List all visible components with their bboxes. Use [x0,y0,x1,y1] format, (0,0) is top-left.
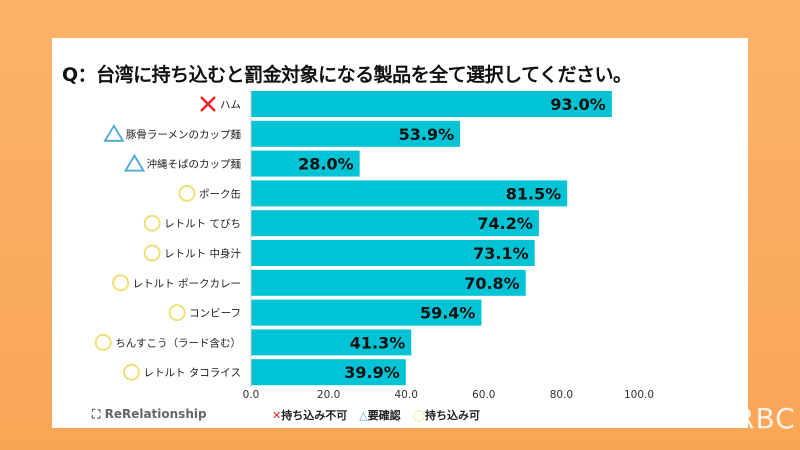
chart-title: Q：台湾に持ち込むと罰金対象になる製品を全て選択してください。 [62,64,632,86]
brand-icon: ⛶ [92,407,105,421]
category-label: コンビーフ [189,308,241,320]
data-label: 28.0% [298,155,354,174]
category-label: ポーク缶 [199,187,241,200]
data-label: 73.1% [473,244,529,263]
triangle-icon [123,153,146,172]
bar [251,269,526,296]
bar [251,210,539,237]
bar [251,180,568,207]
x-tick-label: 0.0 [243,389,260,401]
brand-name: ReRelationship [104,407,207,421]
category-label: レトルト タコライス [143,367,241,379]
bar [251,150,360,177]
circle-icon [168,304,186,322]
circle-icon [112,274,130,292]
category-label: レトルト 中身汁 [164,247,241,260]
circle-icon [94,333,112,351]
category-label: レトルト ポークカレー [133,278,241,290]
x-tick-label: 80.0 [550,389,573,401]
legend-label: 持ち込み可 [425,409,480,422]
circle-icon [143,214,161,232]
x-tick-label: 100.0 [624,389,654,401]
legend: ✕持ち込み不可 △要確認 ◯持ち込み可 [272,407,480,423]
data-label: 70.8% [464,274,520,293]
cross-icon [200,96,216,112]
bar [251,329,412,356]
category-label: ハム [220,99,241,111]
circle-icon: ◯ [412,409,425,422]
legend-label: 要確認 [367,409,401,422]
x-tick-label: 20.0 [317,389,340,401]
bar [251,120,461,147]
category-label: ちんすこう（ラード含む） [115,336,241,349]
data-label: 41.3% [350,333,406,352]
data-label: 81.5% [506,184,562,203]
bar [251,91,612,117]
circle-icon [122,363,140,381]
x-tick-label: 40.0 [395,389,418,401]
data-label: 53.9% [399,125,455,144]
triangle-icon: △ [359,409,368,422]
legend-label: 持ち込み不可 [281,409,348,422]
circle-icon [143,244,161,262]
circle-icon [178,184,196,202]
category-label: 豚骨ラーメンのカップ麺 [126,128,242,141]
bar [251,299,482,326]
legend-item-cross: ✕持ち込み不可 [272,407,347,423]
category-label: 沖縄そばのカップ麺 [147,158,242,171]
triangle-icon [103,124,125,142]
data-label: 74.2% [477,214,533,233]
data-label: 59.4% [420,304,476,323]
bar [251,359,406,386]
watermark: RBC [735,402,796,435]
category-label: レトルト てびち [164,218,241,230]
brand-logo: ⛶ ReRelationship [92,407,207,422]
data-label: 39.9% [344,363,400,382]
x-tick-label: 60.0 [472,389,495,401]
bar [251,240,535,266]
data-label: 93.0% [550,95,606,114]
legend-item-circle: ◯持ち込み可 [413,407,480,423]
legend-item-triangle: △要確認 [359,407,400,423]
cross-icon: ✕ [272,409,282,422]
